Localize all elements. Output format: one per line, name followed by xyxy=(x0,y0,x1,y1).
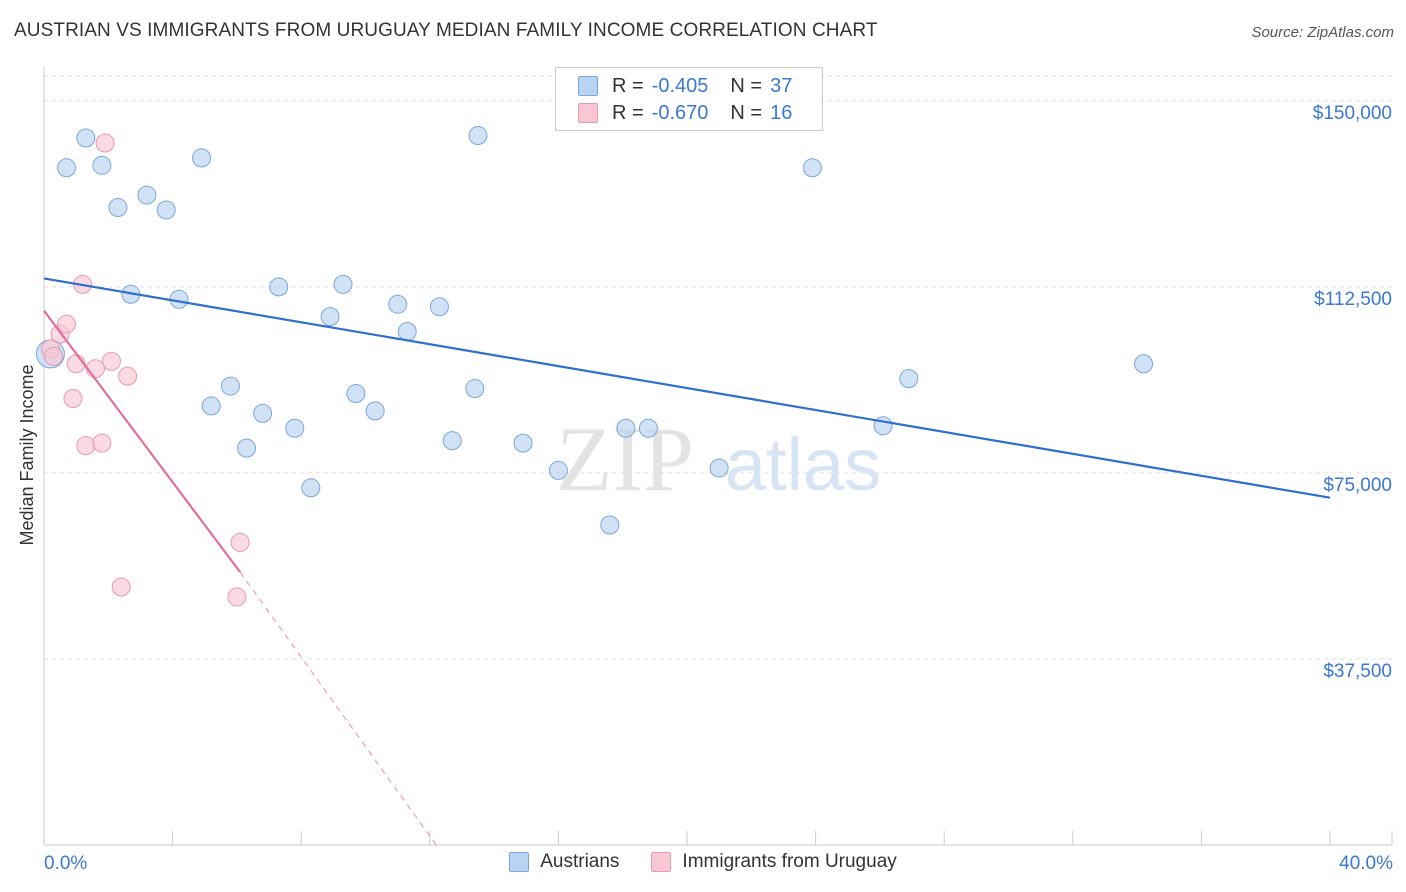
legend-swatch-uruguay xyxy=(578,103,598,123)
data-point-austrians xyxy=(201,396,221,416)
legend-swatch-uruguay xyxy=(651,852,672,872)
data-point-uruguay xyxy=(76,436,96,456)
legend-n-value: 37 xyxy=(770,74,793,97)
data-point-austrians xyxy=(442,431,462,451)
legend-item-uruguay[interactable]: Immigrants from Uruguay xyxy=(651,851,897,873)
legend-r-value: -0.405 xyxy=(651,74,709,97)
data-point-austrians xyxy=(333,274,353,294)
series-legend: Austrians Immigrants from Uruguay xyxy=(0,851,1406,873)
legend-r-label: R = xyxy=(612,101,644,124)
data-point-uruguay xyxy=(111,577,131,597)
data-point-austrians xyxy=(301,478,321,498)
source-label: Source: ZipAtlas.com xyxy=(1251,24,1394,41)
stats-legend: R = -0.405 N = 37 R = -0.670 N = 16 xyxy=(555,67,823,131)
y-tick-label: $37,500 xyxy=(1323,661,1392,682)
data-point-uruguay xyxy=(227,587,247,607)
data-point-uruguay xyxy=(95,133,115,153)
data-point-austrians xyxy=(465,379,485,399)
data-point-austrians xyxy=(57,158,77,178)
data-point-austrians xyxy=(137,185,157,205)
data-point-austrians xyxy=(513,433,533,453)
data-point-austrians xyxy=(320,307,340,327)
legend-swatch-austrians xyxy=(578,76,598,96)
data-point-austrians xyxy=(156,200,176,220)
data-point-austrians xyxy=(108,197,128,217)
data-point-austrians xyxy=(1134,354,1154,374)
legend-n-label: N = xyxy=(730,101,763,124)
data-point-austrians xyxy=(269,277,289,297)
data-point-austrians xyxy=(237,438,257,458)
watermark-atlas: atlas xyxy=(725,423,881,506)
watermark: ZIP atlas xyxy=(556,408,881,510)
y-tick-label: $75,000 xyxy=(1323,475,1392,496)
data-point-austrians xyxy=(365,401,385,421)
legend-row-uruguay: R = -0.670 N = 16 xyxy=(578,99,792,127)
legend-label-austrians: Austrians xyxy=(540,851,620,872)
legend-label-uruguay: Immigrants from Uruguay xyxy=(682,851,897,872)
data-point-uruguay xyxy=(118,366,138,386)
y-tick-label: $150,000 xyxy=(1313,103,1392,124)
trendline-uruguay xyxy=(43,310,241,573)
legend-row-austrians: R = -0.405 N = 37 xyxy=(578,72,792,100)
legend-r-value: -0.670 xyxy=(651,101,709,124)
y-tick-label: $112,500 xyxy=(1314,289,1392,310)
trendline-uruguay-extension xyxy=(239,571,437,846)
data-point-austrians xyxy=(192,148,212,168)
data-point-uruguay xyxy=(230,532,250,552)
data-point-austrians xyxy=(709,458,729,478)
trendline-austrians xyxy=(43,277,1331,499)
data-point-austrians xyxy=(220,376,240,396)
legend-n-label: N = xyxy=(730,74,763,97)
data-point-austrians xyxy=(92,155,112,175)
chart-title: AUSTRIAN VS IMMIGRANTS FROM URUGUAY MEDI… xyxy=(14,20,878,41)
legend-r-label: R = xyxy=(612,74,644,97)
data-point-austrians xyxy=(76,128,96,148)
data-point-uruguay xyxy=(44,346,64,366)
data-point-austrians xyxy=(548,460,568,480)
data-point-austrians xyxy=(802,158,822,178)
data-point-austrians xyxy=(468,126,488,146)
y-axis-title: Median Family Income xyxy=(17,364,37,545)
data-point-austrians xyxy=(616,418,636,438)
data-point-uruguay xyxy=(92,433,112,453)
data-point-austrians xyxy=(638,418,658,438)
data-point-austrians xyxy=(285,418,305,438)
data-point-austrians xyxy=(388,294,408,314)
data-point-austrians xyxy=(429,297,449,317)
data-point-uruguay xyxy=(85,359,105,379)
legend-n-value: 16 xyxy=(770,101,793,124)
data-point-uruguay xyxy=(57,314,77,334)
data-point-austrians xyxy=(397,322,417,342)
legend-item-austrians[interactable]: Austrians xyxy=(509,851,619,873)
data-point-austrians xyxy=(253,403,273,423)
data-point-uruguay xyxy=(102,351,122,371)
x-tick-label-min: 0.0% xyxy=(44,853,87,874)
data-point-austrians xyxy=(899,369,919,389)
x-tick-label-max: 40.0% xyxy=(1339,853,1393,874)
data-point-austrians xyxy=(346,384,366,404)
legend-swatch-austrians xyxy=(509,852,530,872)
data-point-uruguay xyxy=(63,388,83,408)
data-point-austrians xyxy=(600,515,620,535)
